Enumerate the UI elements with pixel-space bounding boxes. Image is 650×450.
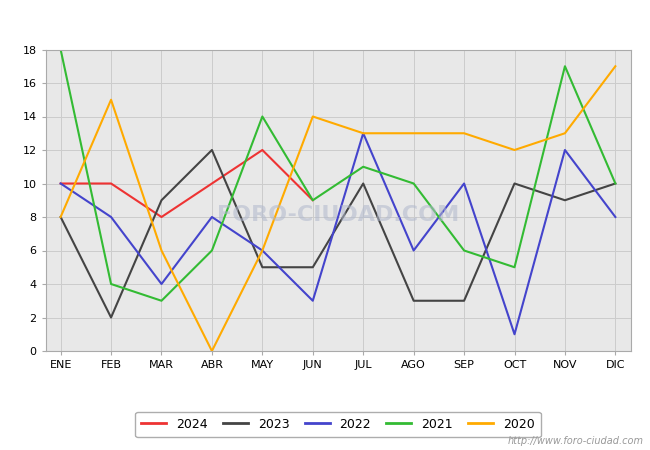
Text: Matriculaciones de Vehiculos en Guadassuar: Matriculaciones de Vehiculos en Guadassu…: [124, 11, 526, 29]
Text: FORO-CIUDAD.COM: FORO-CIUDAD.COM: [217, 205, 459, 225]
Text: http://www.foro-ciudad.com: http://www.foro-ciudad.com: [508, 436, 644, 446]
Legend: 2024, 2023, 2022, 2021, 2020: 2024, 2023, 2022, 2021, 2020: [135, 411, 541, 437]
